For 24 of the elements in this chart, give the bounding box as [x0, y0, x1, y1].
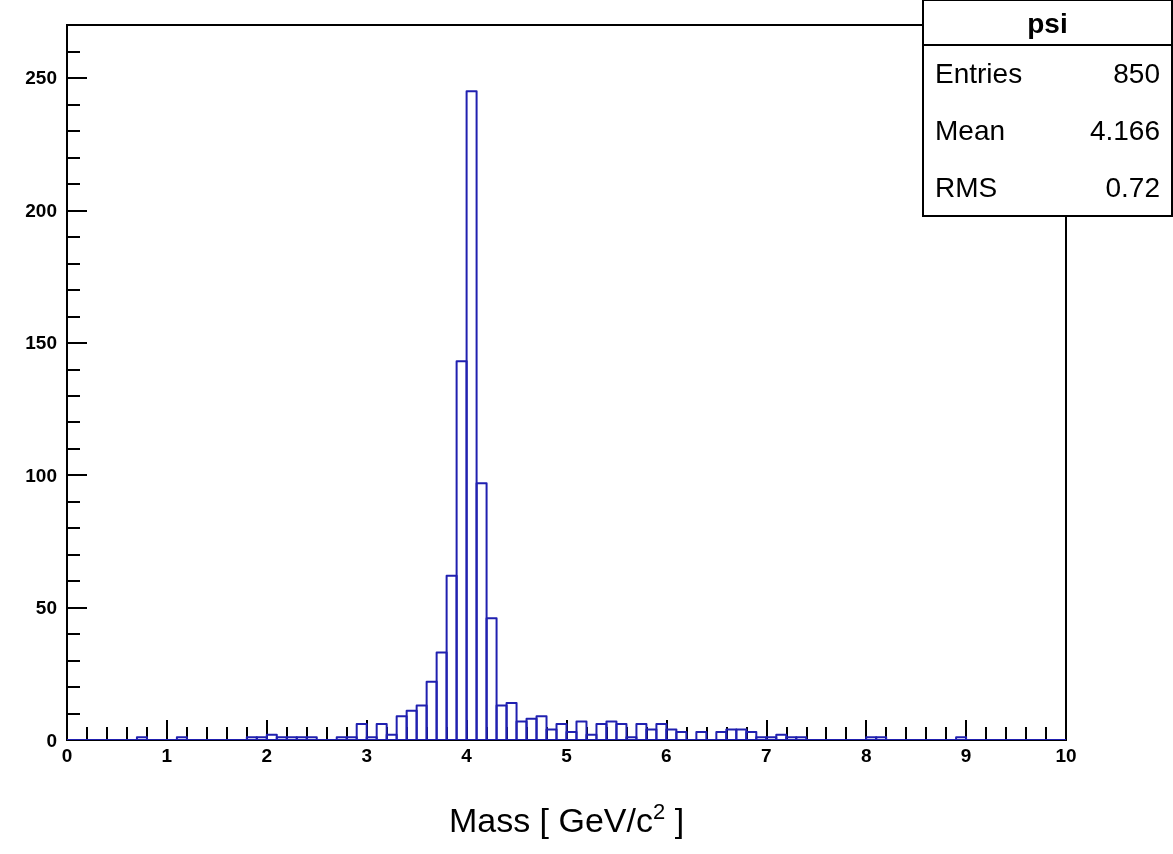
annotation: psi — [1027, 7, 1068, 39]
x-tick-label: 8 — [860, 745, 872, 766]
x-tick-label: 7 — [761, 745, 772, 766]
y-tick-label: 50 — [35, 597, 57, 619]
annotation: Mean — [935, 115, 1006, 146]
x-tick-label: 1 — [161, 745, 173, 766]
x-tick-label: 10 — [1055, 745, 1077, 766]
y-tick-label: 100 — [25, 464, 57, 486]
x-tick-label: 0 — [61, 745, 73, 766]
y-tick-label: 150 — [25, 332, 57, 354]
x-tick-label: 6 — [661, 745, 672, 766]
y-tick-label: 250 — [25, 67, 57, 89]
x-tick-label: 5 — [561, 745, 573, 766]
x-tick-label: 9 — [960, 745, 972, 766]
text: 0.72 — [1105, 172, 1160, 203]
y-tick-label: 0 — [46, 729, 57, 751]
text: 850 — [1113, 58, 1160, 89]
annotation: Entries — [935, 58, 1023, 89]
annotation: RMS — [935, 172, 998, 203]
x-tick-label: 3 — [361, 745, 372, 766]
x-tick-label: 4 — [461, 745, 473, 766]
x-tick-label: 2 — [261, 745, 273, 766]
y-tick-label: 200 — [25, 199, 57, 221]
text: 4.166 — [1089, 115, 1160, 146]
